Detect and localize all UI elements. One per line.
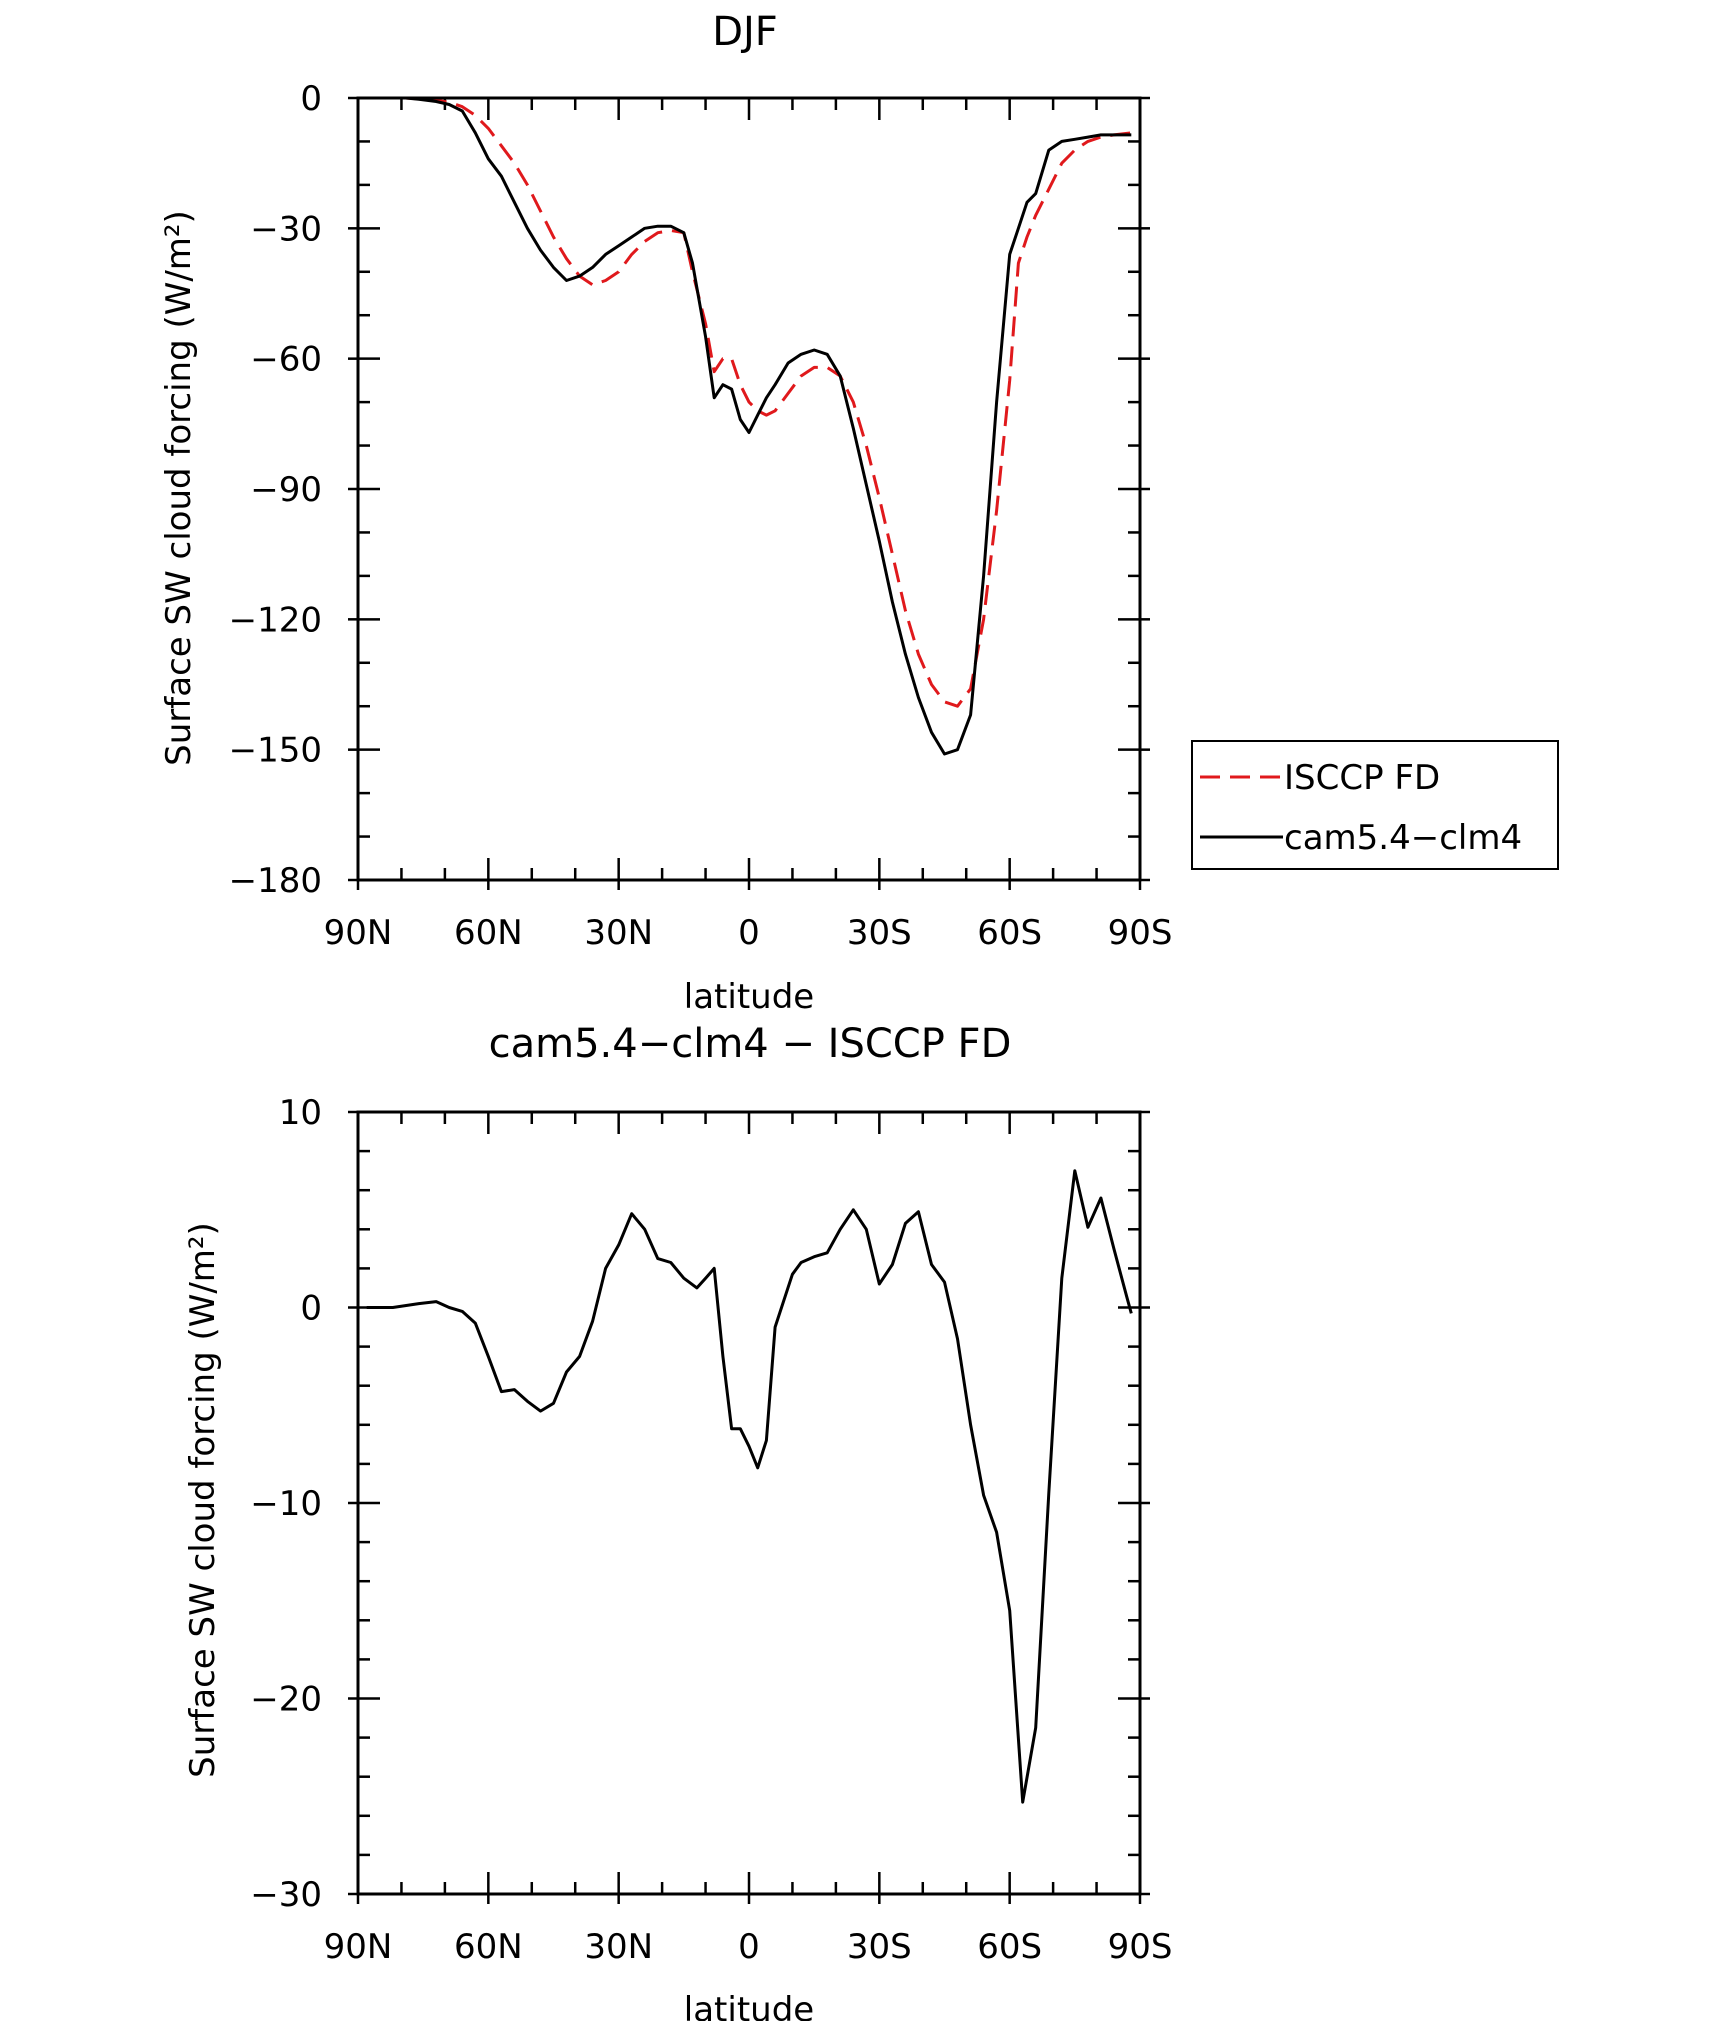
x-tick-label: 60S [977, 913, 1042, 953]
x-tick-label: 30S [847, 913, 912, 953]
plot-frame [356, 96, 1142, 882]
tick-marks [348, 96, 1150, 890]
x-tick-label: 0 [738, 913, 760, 953]
legend-box [1191, 740, 1559, 870]
x-axis-label: latitude [684, 977, 814, 1017]
plot-frame [356, 1110, 1142, 1896]
y-tick-label: −150 [229, 731, 322, 771]
x-tick-label: 90S [1108, 913, 1173, 953]
x-tick-label: 30N [584, 1927, 653, 1967]
series-line-isccp [366, 96, 1132, 708]
x-axis-label: latitude [684, 1990, 814, 2021]
series-lines [366, 1169, 1133, 1804]
y-tick-label: −30 [250, 1875, 322, 1915]
y-tick-label: −120 [229, 600, 322, 640]
tick-marks [348, 1110, 1150, 1904]
y-tick-label: −20 [250, 1680, 322, 1720]
djf-panel: DJF 90N 60N 30N 0 30S 60S 90S 0 −30 −60 −90 −120 −15… [159, 9, 1559, 1017]
tick-labels: 90N 60N 30N 0 30S 60S 90S 0 −30 −60 −90 −120 −150 −18… [229, 79, 1173, 953]
legend: ISCCP FD cam5.4−clm4 [1191, 740, 1559, 870]
x-tick-label: 60S [977, 1927, 1042, 1967]
y-axis-label: Surface SW cloud forcing (W/m²) [159, 210, 199, 766]
y-axis-label: Surface SW cloud forcing (W/m²) [183, 1222, 223, 1778]
chart-title: DJF [712, 9, 778, 55]
y-tick-label: 0 [300, 1289, 322, 1329]
x-tick-label: 90N [324, 913, 393, 953]
legend-label-isccp: ISCCP FD [1284, 758, 1440, 798]
series-line-model [366, 96, 1132, 756]
x-tick-label: 30S [847, 1927, 912, 1967]
y-tick-label: −60 [250, 340, 322, 380]
difference-panel: cam5.4−clm4 − ISCCP FD 90N 60N 30N 0 30S 60S 9… [183, 1021, 1172, 2021]
y-tick-label: 0 [300, 79, 322, 119]
x-tick-label: 0 [738, 1927, 760, 1967]
chart-title: cam5.4−clm4 − ISCCP FD [489, 1021, 1012, 1067]
y-tick-label: −30 [250, 209, 322, 249]
legend-label-model: cam5.4−clm4 [1284, 818, 1522, 858]
series-lines [366, 96, 1132, 756]
x-tick-label: 90S [1108, 1927, 1173, 1967]
x-tick-label: 30N [584, 913, 653, 953]
tick-labels: 90N 60N 30N 0 30S 60S 90S 10 0 −10 −20 −30 [250, 1093, 1172, 1967]
y-tick-label: −10 [250, 1484, 322, 1524]
x-tick-label: 60N [454, 1927, 523, 1967]
y-tick-label: −180 [229, 861, 322, 901]
x-tick-label: 60N [454, 913, 523, 953]
series-line-model [366, 1169, 1133, 1804]
y-tick-label: −90 [250, 470, 322, 510]
y-tick-label: 10 [279, 1093, 322, 1133]
x-tick-label: 90N [324, 1927, 393, 1967]
